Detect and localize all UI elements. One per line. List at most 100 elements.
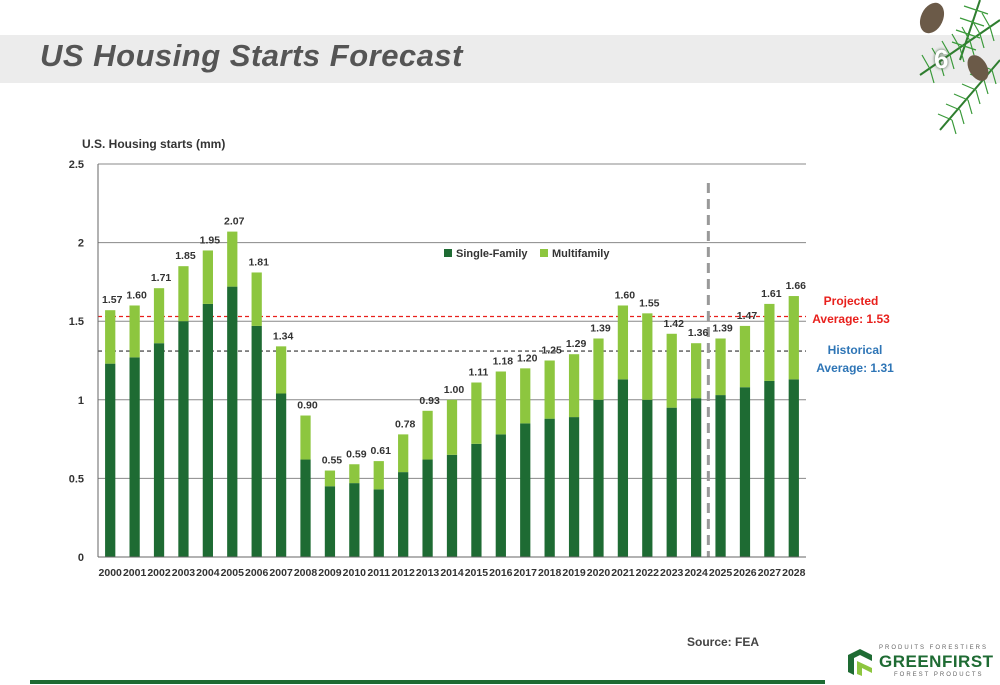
total-label-2001: 1.60 <box>126 289 147 301</box>
bar-multifamily-2027 <box>764 303 775 381</box>
bar-multifamily-2024 <box>691 343 702 399</box>
x-tick-label-2022: 2022 <box>636 567 660 579</box>
bar-single-family-2015 <box>471 443 482 557</box>
bar-multifamily-2018 <box>544 360 555 419</box>
bar-multifamily-2026 <box>739 325 751 388</box>
bar-single-family-2022 <box>642 399 653 557</box>
bar-multifamily-2004 <box>202 250 213 304</box>
bar-multifamily-2011 <box>373 461 384 490</box>
total-label-2027: 1.61 <box>761 288 782 300</box>
bar-single-family-2026 <box>739 387 751 557</box>
legend: Single-Family Multifamily <box>444 248 610 260</box>
x-tick-label-2026: 2026 <box>733 567 757 579</box>
bar-single-family-2020 <box>593 399 604 557</box>
total-label-2012: 0.78 <box>395 418 416 430</box>
y-tick-label: 0.5 <box>69 473 84 485</box>
x-tick-label-2027: 2027 <box>758 567 782 579</box>
bar-multifamily-2008 <box>300 415 311 460</box>
total-label-2023: 1.42 <box>664 318 685 330</box>
x-tick-label-2006: 2006 <box>245 567 269 579</box>
x-tick-label-2004: 2004 <box>196 567 220 579</box>
greenfirst-logo-icon <box>848 649 872 676</box>
bar-single-family-2012 <box>398 472 409 557</box>
bar-multifamily-2007 <box>275 346 287 394</box>
x-tick-label-2010: 2010 <box>343 567 367 579</box>
y-tick-label: 1 <box>78 395 84 407</box>
bar-multifamily-2005 <box>227 231 238 287</box>
total-label-2002: 1.71 <box>151 272 172 284</box>
bar-multifamily-2006 <box>251 272 262 326</box>
legend-label-single-family: Single-Family <box>456 248 528 260</box>
projected-label-line2: Average: 1.53 <box>812 312 890 326</box>
legend-label-multifamily: Multifamily <box>552 248 610 260</box>
x-tick-label-2007: 2007 <box>269 567 293 579</box>
total-label-2009: 0.55 <box>322 455 343 467</box>
bar-single-family-2003 <box>178 321 189 557</box>
bar-single-family-2013 <box>422 459 433 557</box>
total-label-2011: 0.61 <box>371 445 392 457</box>
bar-multifamily-2013 <box>422 410 433 460</box>
bar-single-family-2007 <box>275 393 287 557</box>
total-label-2016: 1.18 <box>493 356 514 368</box>
source-note: Source: FEA <box>687 635 760 649</box>
bar-single-family-2010 <box>349 483 360 557</box>
x-tick-label-2009: 2009 <box>318 567 342 579</box>
total-label-2010: 0.59 <box>346 448 367 460</box>
x-tick-label-2018: 2018 <box>538 567 562 579</box>
bar-multifamily-2001 <box>129 305 140 358</box>
bar-multifamily-2020 <box>593 338 604 400</box>
bar-single-family-2027 <box>764 380 775 557</box>
bar-single-family-2014 <box>446 454 458 557</box>
bar-single-family-2011 <box>373 489 384 557</box>
bar-single-family-2008 <box>300 459 311 557</box>
total-label-2003: 1.85 <box>175 250 196 262</box>
bar-multifamily-2015 <box>471 382 482 444</box>
x-tick-label-2000: 2000 <box>99 567 123 579</box>
x-tick-label-2005: 2005 <box>221 567 245 579</box>
total-label-2021: 1.60 <box>615 289 636 301</box>
bar-multifamily-2023 <box>666 333 677 408</box>
total-label-2004: 1.95 <box>200 234 221 246</box>
bar-multifamily-2002 <box>153 288 165 344</box>
bar-multifamily-2028 <box>788 296 799 380</box>
x-tick-label-2021: 2021 <box>611 567 635 579</box>
bar-single-family-2018 <box>544 418 555 557</box>
x-tick-label-2015: 2015 <box>465 567 489 579</box>
total-label-2024: 1.36 <box>688 327 709 339</box>
bar-multifamily-2022 <box>642 313 653 400</box>
bar-multifamily-2017 <box>520 368 531 424</box>
bar-multifamily-2003 <box>178 266 189 322</box>
y-tick-label: 1.5 <box>69 316 84 328</box>
greenfirst-logo: PRODUITS FORESTIERS GREENFIRST FOREST PR… <box>846 645 993 681</box>
x-tick-label-2017: 2017 <box>514 567 538 579</box>
bar-single-family-2019 <box>568 417 580 557</box>
total-label-2005: 2.07 <box>224 216 245 228</box>
bar-single-family-2021 <box>617 379 629 557</box>
x-tick-label-2001: 2001 <box>123 567 147 579</box>
x-tick-label-2023: 2023 <box>660 567 684 579</box>
x-tick-label-2025: 2025 <box>709 567 733 579</box>
x-tick-label-2016: 2016 <box>489 567 513 579</box>
x-tick-label-2019: 2019 <box>562 567 586 579</box>
total-label-2008: 0.90 <box>297 400 318 412</box>
bar-single-family-2023 <box>666 407 677 557</box>
projected-label-line1: Projected <box>824 294 879 308</box>
logo-top-text: PRODUITS FORESTIERS <box>879 645 989 651</box>
logo-bottom-text: FOREST PRODUCTS <box>894 672 984 678</box>
y-tick-label: 2 <box>78 238 84 250</box>
historical-label-line1: Historical <box>828 343 883 357</box>
pine-branch-decoration <box>919 0 1000 135</box>
x-tick-label-2011: 2011 <box>367 567 390 579</box>
total-label-2006: 1.81 <box>248 256 269 268</box>
y-tick-label: 2.5 <box>69 159 84 171</box>
total-label-2020: 1.39 <box>590 322 611 334</box>
bottom-rule <box>30 680 825 684</box>
axes: 0 0.5 1 1.5 2 2.5 2000 2001 2002 2003 2004 2005 2006… <box>69 159 806 579</box>
data-labels: 1.57 1.601.711.851.952.071.811.340.900.55… <box>102 216 806 467</box>
bar-single-family-2000 <box>105 363 116 557</box>
total-label-2000: 1.57 <box>102 294 123 306</box>
bar-multifamily-2009 <box>324 470 336 487</box>
bar-single-family-2017 <box>520 423 531 557</box>
total-label-2018: 1.25 <box>541 345 562 357</box>
bar-single-family-2025 <box>715 395 726 557</box>
